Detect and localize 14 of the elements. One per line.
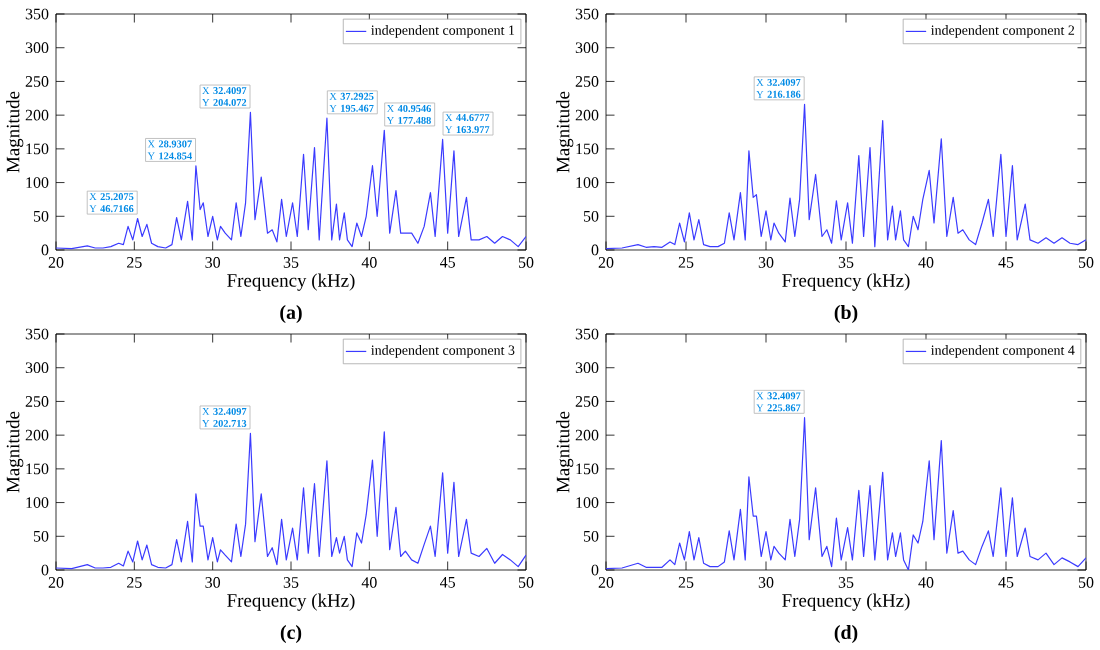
y-axis-title: Magnitude [6, 91, 24, 173]
y-axis-title: Magnitude [6, 411, 24, 493]
x-axis-title: Frequency (kHz) [227, 593, 355, 611]
x-axis-title: Frequency (kHz) [782, 593, 910, 611]
text: (b) [834, 305, 858, 324]
line-series [606, 103, 1087, 250]
text: (a) [280, 305, 302, 324]
x-axis-title: Frequency (kHz) [227, 273, 355, 291]
x-axis-title: Frequency (kHz) [782, 273, 910, 291]
line-series [56, 431, 527, 570]
text: (c) [280, 625, 302, 644]
text: (d) [834, 625, 858, 644]
y-axis-title: Magnitude [556, 411, 574, 493]
y-axis-title: Magnitude [556, 91, 574, 173]
